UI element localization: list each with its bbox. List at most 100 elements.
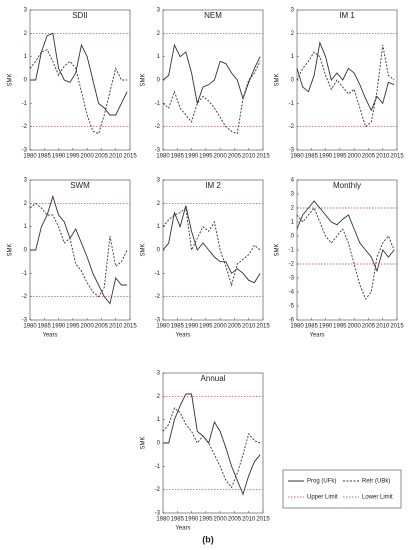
y-tick-label: -1 xyxy=(155,271,161,277)
x-tick-label: 2000 xyxy=(80,324,94,330)
x-tick-label: 2015 xyxy=(256,517,270,523)
x-tick-label: 1990 xyxy=(319,324,333,330)
retr-line xyxy=(296,44,395,128)
x-axis-label: Years xyxy=(175,333,190,339)
x-tick-label: 2005 xyxy=(95,324,109,330)
x-tick-label: 1985 xyxy=(38,324,52,330)
y-axis-label: SMK xyxy=(141,73,147,86)
y-tick-label: -1 xyxy=(22,271,28,277)
y-tick-label: 0 xyxy=(157,441,161,447)
x-tick-label: 2000 xyxy=(213,154,227,160)
y-tick-label: 0 xyxy=(157,248,161,254)
x-tick-label: 2015 xyxy=(390,324,404,330)
plot-frame xyxy=(296,179,398,321)
chart-title: SDII xyxy=(72,11,88,20)
retr-line xyxy=(162,407,261,489)
x-tick-label: 1980 xyxy=(290,154,304,160)
x-tick-label: 1995 xyxy=(333,324,347,330)
y-tick-label: 0 xyxy=(24,248,28,254)
y-tick-label: 2 xyxy=(24,31,28,37)
y-tick-label: 2 xyxy=(291,31,295,37)
y-tick-label: 4 xyxy=(291,178,295,184)
y-tick-label: -2 xyxy=(289,262,295,268)
plot-frame xyxy=(162,372,264,514)
x-axis-label: Years xyxy=(175,526,190,532)
plot-frame xyxy=(162,179,264,321)
x-tick-label: 2010 xyxy=(109,154,123,160)
x-tick-label: 1980 xyxy=(290,324,304,330)
retr-line xyxy=(29,202,128,298)
y-tick-label: 3 xyxy=(24,178,28,184)
x-tick-label: 2005 xyxy=(362,154,376,160)
x-tick-label: 2010 xyxy=(242,154,256,160)
y-axis-label: SMK xyxy=(8,73,14,86)
x-tick-label: 2005 xyxy=(228,324,242,330)
x-tick-label: 1985 xyxy=(171,154,185,160)
plot-frame xyxy=(29,9,131,151)
x-tick-label: 1980 xyxy=(156,324,170,330)
y-tick-label: 2 xyxy=(157,394,161,400)
prog-line xyxy=(30,194,128,305)
x-tick-label: 1980 xyxy=(23,324,37,330)
y-tick-label: -1 xyxy=(155,464,161,470)
x-tick-label: 1990 xyxy=(52,324,66,330)
x-tick-label: 2015 xyxy=(256,324,270,330)
x-tick-label: 2015 xyxy=(123,324,137,330)
plot-frame xyxy=(296,9,398,151)
caption: (b) xyxy=(202,534,214,544)
x-tick-label: 2005 xyxy=(95,154,109,160)
chart-title: IM 1 xyxy=(339,11,355,20)
y-tick-label: 0 xyxy=(157,78,161,84)
y-tick-label: -3 xyxy=(289,276,295,282)
y-tick-label: 1 xyxy=(157,224,161,230)
y-tick-label: -2 xyxy=(155,124,161,130)
y-tick-label: 3 xyxy=(291,8,295,14)
x-tick-label: 2010 xyxy=(376,324,390,330)
retr-line xyxy=(29,49,128,135)
chart-title: SWM xyxy=(70,181,90,190)
x-tick-label: 1990 xyxy=(185,324,199,330)
prog-line xyxy=(296,200,395,273)
prog-line xyxy=(162,205,261,284)
retr-line xyxy=(162,61,261,135)
x-tick-label: 1980 xyxy=(23,154,37,160)
y-tick-label: -1 xyxy=(289,248,295,254)
x-tick-label: 1990 xyxy=(319,154,333,160)
y-tick-label: 2 xyxy=(157,31,161,37)
chart-title: NEM xyxy=(204,11,222,20)
y-tick-label: 3 xyxy=(157,178,161,184)
y-tick-label: 3 xyxy=(24,8,28,14)
x-tick-label: 1995 xyxy=(333,154,347,160)
y-axis-label: SMK xyxy=(8,243,14,256)
x-tick-label: 1985 xyxy=(171,517,185,523)
prog-line xyxy=(30,32,128,116)
x-tick-label: 1995 xyxy=(66,154,80,160)
y-tick-label: 2 xyxy=(24,201,28,207)
x-tick-label: 1985 xyxy=(38,154,52,160)
retr-line xyxy=(162,207,261,287)
retr-line xyxy=(296,207,395,300)
x-tick-label: 2005 xyxy=(228,517,242,523)
prog-line xyxy=(296,41,395,112)
x-tick-label: 2010 xyxy=(242,517,256,523)
x-tick-label: 1980 xyxy=(156,154,170,160)
legend-label: Upper Limit xyxy=(307,495,338,501)
x-tick-label: 2010 xyxy=(109,324,123,330)
y-tick-label: 1 xyxy=(157,417,161,423)
x-tick-label: 2000 xyxy=(80,154,94,160)
x-tick-label: 2000 xyxy=(213,517,227,523)
y-tick-label: 3 xyxy=(291,192,295,198)
y-tick-label: -2 xyxy=(22,294,28,300)
y-tick-label: -3 xyxy=(155,148,161,154)
y-tick-label: -5 xyxy=(289,304,295,310)
y-tick-label: 0 xyxy=(24,78,28,84)
x-tick-label: 2000 xyxy=(347,324,361,330)
y-tick-label: 2 xyxy=(157,201,161,207)
x-tick-label: 1995 xyxy=(199,517,213,523)
legend-label: Lower Limit xyxy=(362,495,393,501)
y-tick-label: 1 xyxy=(157,54,161,60)
x-tick-label: 1990 xyxy=(185,154,199,160)
y-tick-label: -2 xyxy=(155,294,161,300)
y-tick-label: -2 xyxy=(155,487,161,493)
prog-line xyxy=(162,43,261,106)
